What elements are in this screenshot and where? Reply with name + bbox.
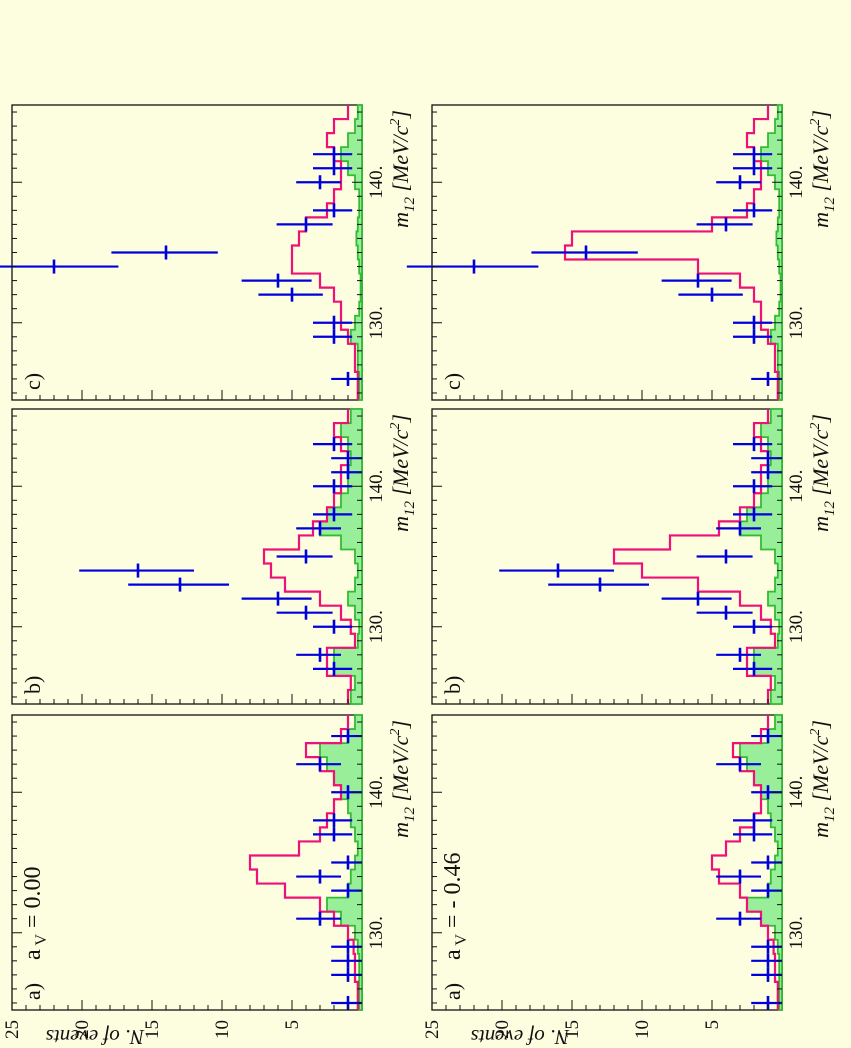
panel-label: a) xyxy=(440,983,465,1000)
data-point xyxy=(733,203,772,217)
panel-label: b) xyxy=(20,676,45,694)
x-tick-label: 130. xyxy=(786,610,807,643)
data-point xyxy=(499,564,614,578)
x-tick-label: 130. xyxy=(366,610,387,643)
x-tick-label: 130. xyxy=(786,916,807,949)
panel-frame xyxy=(432,715,782,1010)
panel-bottom-b: 130. 140. b) m12 [MeV/c2] xyxy=(432,409,838,704)
data-point xyxy=(313,203,352,217)
data-point xyxy=(313,437,352,451)
y-tick-label: 10 xyxy=(212,1020,233,1039)
y-tick-label: 25 xyxy=(2,1020,23,1039)
data-point xyxy=(277,606,333,620)
data-point xyxy=(548,578,649,592)
data-point xyxy=(662,274,732,288)
data-point xyxy=(296,175,341,189)
data-point xyxy=(733,316,772,330)
data-point xyxy=(662,592,732,606)
data-point xyxy=(128,578,229,592)
data-point xyxy=(531,245,637,259)
data-point xyxy=(313,316,352,330)
panel-frame xyxy=(12,715,362,1010)
panel-label: a) xyxy=(20,983,45,1000)
data-point xyxy=(697,606,753,620)
annotation-av: a V = - 0.46 xyxy=(440,853,470,960)
data-point xyxy=(407,260,539,274)
data-point xyxy=(296,870,341,884)
y-tick-label: 10 xyxy=(632,1020,653,1039)
x-axis-label: m12 [MeV/c2] xyxy=(388,414,418,532)
x-tick-label: 130. xyxy=(366,916,387,949)
x-axis-label: m12 [MeV/c2] xyxy=(808,110,838,228)
x-axis-label: m12 [MeV/c2] xyxy=(388,720,418,838)
data-point xyxy=(678,288,742,302)
x-tick-label: 130. xyxy=(786,306,807,339)
x-axis-label: m12 [MeV/c2] xyxy=(808,414,838,532)
x-axis-label: m12 [MeV/c2] xyxy=(388,110,418,228)
data-point xyxy=(111,245,217,259)
data-point xyxy=(733,813,772,827)
data-point xyxy=(79,564,194,578)
data-point xyxy=(733,161,772,175)
data-point xyxy=(313,330,352,344)
panel-label: c) xyxy=(440,373,465,390)
x-tick-label: 140. xyxy=(786,470,807,503)
y-tick-label: 5 xyxy=(702,1020,723,1030)
x-tick-label: 130. xyxy=(366,306,387,339)
data-point xyxy=(697,549,753,563)
data-point xyxy=(277,217,333,231)
data-point xyxy=(313,620,352,634)
x-tick-label: 140. xyxy=(366,470,387,503)
y-tick-label: 5 xyxy=(282,1020,303,1030)
panel-bottom-c: 130. 140. c) m12 [MeV/c2] xyxy=(407,105,838,400)
panel-top-c: 130. 140. c) m12 [MeV/c2] xyxy=(0,105,418,400)
data-point xyxy=(242,592,312,606)
panel-top-b: 130. 140. b) m12 [MeV/c2] xyxy=(12,409,418,704)
data-point xyxy=(277,549,333,563)
data-point xyxy=(313,827,352,841)
data-point xyxy=(733,479,772,493)
y-axis-label: N. of events xyxy=(46,1025,146,1048)
data-point xyxy=(716,175,761,189)
data-point xyxy=(313,813,352,827)
panel-label: c) xyxy=(20,373,45,390)
panel-label: b) xyxy=(440,676,465,694)
data-point xyxy=(313,479,352,493)
panel-bottom-a: 130. 140. 5 10 15 20 25 a) a V = - 0.46 m12 [MeV/… xyxy=(422,715,838,1039)
data-point xyxy=(716,870,761,884)
data-point xyxy=(258,288,322,302)
data-point xyxy=(0,260,118,274)
x-axis-label: m12 [MeV/c2] xyxy=(808,720,838,838)
data-point xyxy=(242,274,312,288)
x-tick-label: 140. xyxy=(786,776,807,809)
x-tick-label: 140. xyxy=(786,166,807,199)
y-tick-label: 25 xyxy=(422,1020,443,1039)
data-point xyxy=(697,217,753,231)
panel-top-a: 130.140.510152025a)a V = 0.00m12 [MeV/c2… xyxy=(2,715,418,1039)
data-point xyxy=(733,330,772,344)
data-point xyxy=(716,912,761,926)
data-point xyxy=(313,161,352,175)
data-point xyxy=(733,620,772,634)
annotation-av: a V = 0.00 xyxy=(20,867,50,960)
y-axis-label: N. of events xyxy=(471,1025,571,1048)
data-point xyxy=(733,437,772,451)
data-point xyxy=(733,827,772,841)
x-tick-label: 140. xyxy=(366,166,387,199)
x-tick-label: 140. xyxy=(366,776,387,809)
